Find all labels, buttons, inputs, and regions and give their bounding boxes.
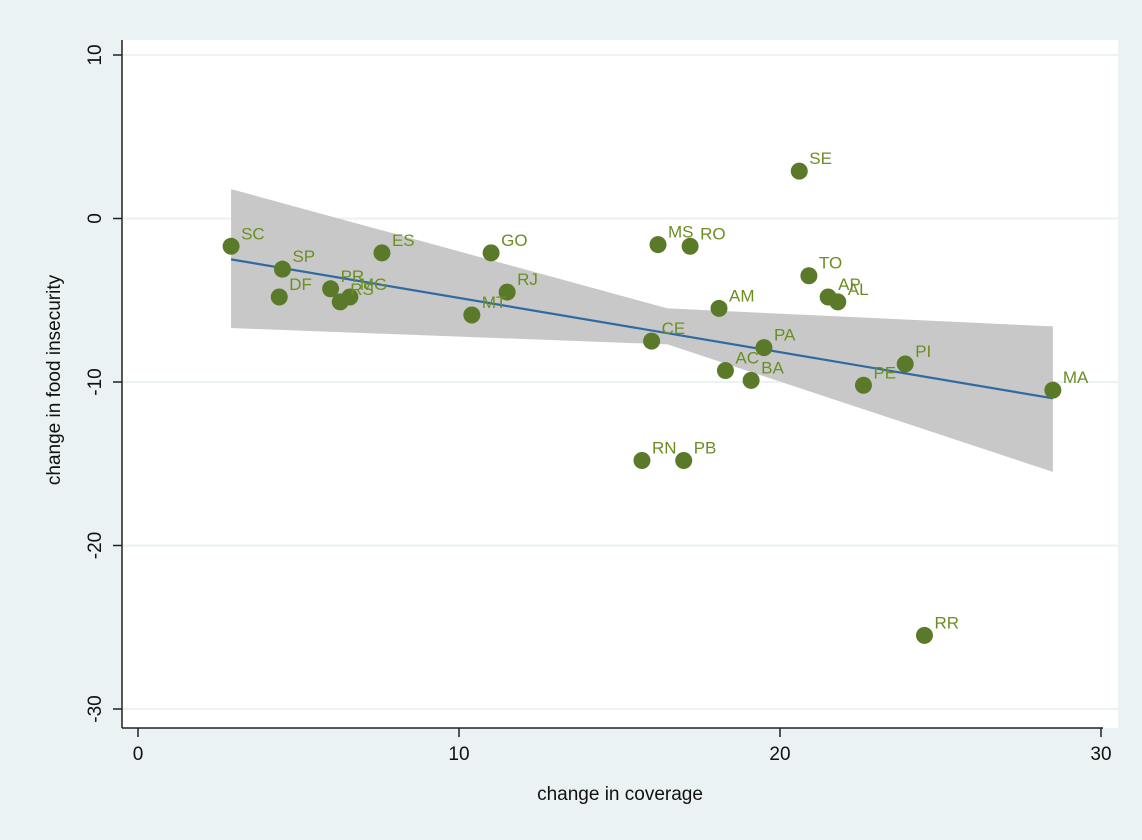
data-point	[829, 293, 847, 311]
y-axis-title: change in food insecurity	[44, 274, 65, 485]
fit-line-group	[230, 258, 1054, 400]
y-tick-label: -30	[85, 695, 106, 722]
point-label: RJ	[517, 270, 538, 289]
point-label: AC	[735, 349, 759, 368]
data-point	[463, 306, 481, 324]
point-label: GO	[501, 231, 527, 250]
point-label: AP	[838, 275, 861, 294]
data-point	[373, 244, 391, 262]
data-point	[896, 355, 914, 373]
point-label: RN	[652, 438, 677, 457]
data-point	[854, 376, 872, 394]
point-label: RS	[350, 280, 374, 299]
confidence-band-group	[231, 189, 1053, 472]
point-label: MG	[360, 275, 387, 294]
data-point	[633, 451, 651, 469]
x-tick-label: 20	[769, 744, 790, 765]
data-point	[498, 283, 516, 301]
point-label: SE	[809, 149, 832, 168]
point-label: SC	[241, 224, 265, 243]
point-label: TO	[819, 254, 842, 273]
point-label: MA	[1063, 368, 1089, 387]
x-tick-label: 10	[448, 744, 469, 765]
data-point	[1044, 381, 1062, 399]
point-label: SP	[292, 247, 315, 266]
point-label: PA	[774, 326, 796, 345]
point-label: BA	[761, 358, 784, 377]
data-point	[643, 332, 661, 350]
y-tick-label: 10	[85, 44, 106, 65]
data-points	[222, 162, 1062, 644]
point-label: PI	[915, 342, 931, 361]
axes: 0 10 20 30 10 0 -10 -20 -30	[85, 40, 1112, 765]
point-label: PE	[873, 363, 896, 382]
point-label: AL	[848, 280, 869, 299]
data-point	[800, 267, 818, 285]
confidence-band	[231, 189, 1053, 472]
y-tick-label: 0	[85, 213, 106, 224]
data-point	[915, 626, 933, 644]
data-point	[341, 288, 359, 306]
data-point	[681, 237, 699, 255]
data-point	[322, 280, 340, 298]
point-label: RO	[700, 224, 726, 243]
data-point	[710, 299, 728, 317]
data-point	[270, 288, 288, 306]
y-tick-label: -20	[85, 532, 106, 559]
point-label: PB	[694, 438, 717, 457]
x-tick-label: 0	[133, 744, 144, 765]
point-label: PR	[341, 267, 365, 286]
data-point	[222, 237, 240, 255]
x-axis-title: change in coverage	[537, 784, 703, 805]
fit-line	[230, 258, 1054, 400]
data-point	[482, 244, 500, 262]
data-point	[742, 371, 760, 389]
data-point	[273, 260, 291, 278]
data-point	[755, 339, 773, 357]
data-point	[716, 362, 734, 380]
y-tick-label: -10	[85, 368, 106, 395]
point-label: MT	[482, 293, 507, 312]
point-label: DF	[289, 275, 312, 294]
point-label: CE	[662, 319, 686, 338]
data-point	[675, 451, 693, 469]
point-label: ES	[392, 231, 415, 250]
point-label: AM	[729, 286, 755, 305]
x-tick-label: 30	[1090, 744, 1111, 765]
point-label: MS	[668, 223, 694, 242]
data-point	[790, 162, 808, 180]
point-label: RR	[934, 613, 959, 632]
data-point	[649, 236, 667, 254]
